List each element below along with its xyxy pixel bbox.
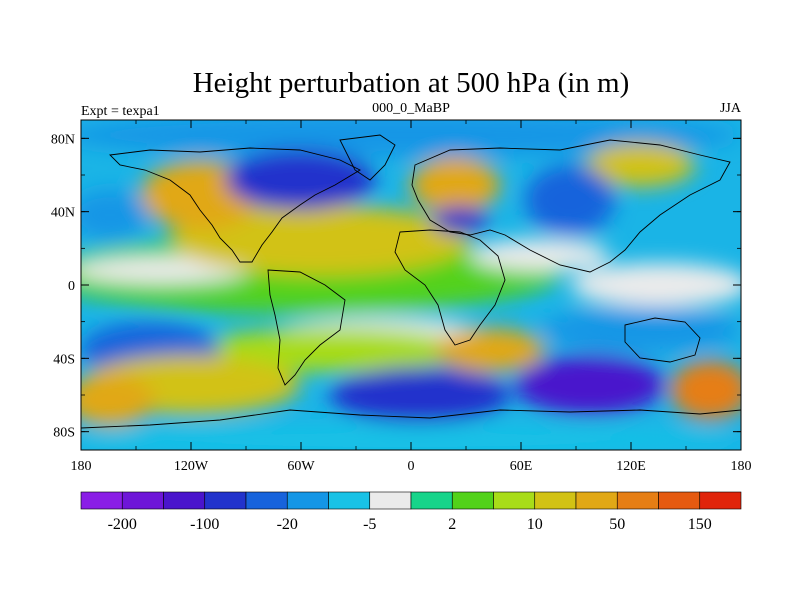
colorbar-swatch [575, 491, 618, 510]
x-tick-label: 120W [174, 459, 209, 474]
coastline-south-america [267, 269, 346, 386]
x-tick-label: 180 [731, 459, 752, 474]
field-blobs [81, 120, 741, 450]
axes: 180 120W 60W 0 60E 120E 180 80N 40N 0 40S 80S [51, 120, 752, 474]
colorbar-swatch [286, 491, 329, 510]
x-tick-label: 120E [616, 459, 646, 474]
colorbar-swatch [493, 491, 536, 510]
colorbar-swatch [699, 491, 742, 510]
colorbar-swatch [616, 491, 659, 510]
colorbar-swatch [245, 491, 288, 510]
colorbar-label: -5 [363, 516, 376, 533]
colorbar-swatch [410, 491, 453, 510]
y-tick-label: 0 [68, 279, 75, 294]
season-label: JJA [720, 101, 742, 116]
y-tick-label: 40S [53, 352, 75, 367]
colorbar-label: -20 [277, 516, 298, 533]
field-region [81, 426, 740, 450]
colorbar-swatch [328, 491, 371, 510]
field-region [540, 308, 740, 352]
field-region [81, 374, 155, 426]
colorbar-label: 50 [609, 516, 625, 533]
colorbar-swatch [80, 491, 123, 510]
chart-title: Height perturbation at 500 hPa (in m) [193, 67, 630, 99]
colorbar-swatch [658, 491, 701, 510]
coastline-australia [624, 317, 701, 363]
y-tick-label: 80S [53, 426, 75, 441]
time-label: 000_0_MaBP [372, 101, 450, 116]
x-tick-label: 60E [510, 459, 533, 474]
colorbar-swatch [369, 491, 412, 510]
colorbar-swatch [204, 491, 247, 510]
colorbar-swatch [121, 491, 164, 510]
field-region [570, 263, 741, 307]
field-region [585, 143, 695, 187]
field-region [225, 150, 375, 210]
y-tick-label: 40N [51, 206, 75, 221]
field-region [435, 328, 545, 372]
coastline-north-america [109, 147, 361, 263]
coastlines [81, 134, 741, 429]
coastline-africa [394, 229, 506, 346]
field-region [81, 190, 150, 240]
field-region [410, 157, 500, 213]
coastline-antarctica [81, 409, 741, 429]
experiment-label: Expt = texpa1 [81, 104, 160, 119]
colorbar-label: -100 [190, 516, 219, 533]
colorbar-swatch [163, 491, 206, 510]
field-region [525, 165, 615, 235]
colorbar: -200 -100 -20 -5 2 10 50 150 [80, 491, 742, 533]
field-region [81, 120, 740, 157]
field-region [515, 355, 665, 415]
coastline-eurasia [411, 139, 731, 273]
y-tick-label: 80N [51, 132, 75, 147]
colorbar-swatch [451, 491, 494, 510]
colorbar-label: 10 [527, 516, 543, 533]
field-layer [81, 120, 741, 450]
x-tick-label: 60W [287, 459, 315, 474]
colorbar-swatch [534, 491, 577, 510]
field-region [432, 206, 488, 234]
field-region [330, 367, 510, 423]
colorbar-label: 2 [448, 516, 456, 533]
colorbar-label: 150 [688, 516, 712, 533]
field-region [170, 205, 470, 275]
field-region [670, 360, 741, 420]
x-tick-label: 0 [408, 459, 415, 474]
colorbar-label: -200 [108, 516, 137, 533]
field-region [190, 328, 470, 372]
coastline-greenland [339, 134, 396, 181]
x-tick-label: 180 [71, 459, 92, 474]
